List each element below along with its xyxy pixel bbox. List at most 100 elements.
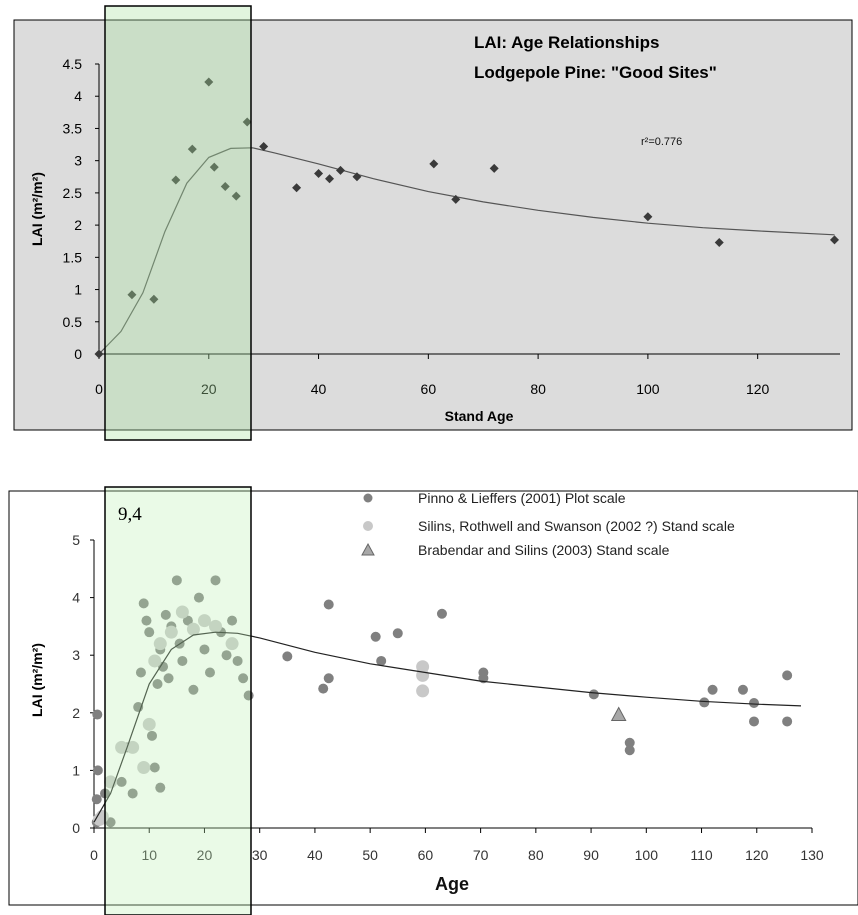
data-point-circle <box>699 697 710 708</box>
highlight-band-chart-1 <box>104 5 252 441</box>
legend-marker-silins <box>363 521 373 531</box>
data-point-diamond <box>830 235 840 245</box>
data-point-circle <box>749 698 760 709</box>
data-point-circle <box>115 740 129 754</box>
chart-1-y-axis-label: LAI (m²/m²) <box>29 172 45 246</box>
x-tick-label: 110 <box>690 847 713 863</box>
data-point-circle <box>116 776 127 787</box>
chart-1-y-ticks: 0 0.5 1 1.5 2 2.5 3 3.5 4 4.5 <box>63 56 99 362</box>
x-tick-label: 80 <box>528 847 544 863</box>
x-tick-label: 60 <box>421 381 437 397</box>
data-point-circle <box>144 627 155 638</box>
legend-label-brabendar: Brabendar and Silins (2003) Stand scale <box>418 542 670 558</box>
x-tick-label: 20 <box>197 847 213 863</box>
chart-1-annotation: r²=0.776 <box>641 136 682 148</box>
data-point-diamond <box>242 117 252 127</box>
data-point-triangle <box>610 706 627 722</box>
chart-2: 0 1 2 3 4 5 0 10 20 30 40 50 60 70 80 90 100 110 120 130 P… <box>8 490 858 906</box>
data-point-circle <box>209 619 223 633</box>
x-tick-label: 100 <box>636 381 660 397</box>
data-point-circle <box>392 628 403 639</box>
x-tick-label: 50 <box>362 847 378 863</box>
data-point-circle <box>141 615 152 626</box>
data-point-circle <box>171 575 182 586</box>
data-point-circle <box>782 716 793 727</box>
legend-marker-brabendar <box>361 542 375 556</box>
x-tick-label: 70 <box>473 847 489 863</box>
y-tick-label: 2 <box>72 705 80 721</box>
chart-2-x-ticks: 0 10 20 30 40 50 60 70 80 90 100 110 120 130 <box>90 828 824 863</box>
y-tick-label: 1.5 <box>63 249 83 265</box>
legend-label-silins: Silins, Rothwell and Swanson (2002 ?) St… <box>418 518 735 534</box>
x-tick-label: 20 <box>201 381 217 397</box>
data-point-circle <box>155 782 166 793</box>
x-tick-label: 30 <box>252 847 268 863</box>
data-point-diamond <box>171 175 181 185</box>
x-tick-label: 10 <box>141 847 157 863</box>
y-tick-label: 4 <box>74 88 82 104</box>
chart-1-x-axis-label: Stand Age <box>445 408 514 424</box>
data-point-circle <box>126 740 140 754</box>
x-tick-label: 90 <box>583 847 599 863</box>
data-point-circle <box>238 673 249 684</box>
data-point-circle <box>227 615 238 626</box>
data-point-diamond <box>149 294 159 304</box>
data-point-circle <box>91 794 102 805</box>
data-point-diamond <box>292 183 302 193</box>
data-point-circle <box>204 667 215 678</box>
data-point-circle <box>370 631 381 642</box>
data-point-circle <box>707 684 718 695</box>
data-point-circle <box>137 761 151 775</box>
data-point-diamond <box>451 194 461 204</box>
chart-2-x-axis-label: Age <box>435 874 469 894</box>
data-point-circle <box>376 655 387 666</box>
data-point-circle <box>175 605 189 619</box>
data-point-circle <box>163 673 174 684</box>
data-point-circle <box>152 679 163 689</box>
chart-1-fit-line <box>98 147 835 355</box>
chart-2-y-ticks: 0 1 2 3 4 5 <box>72 532 94 836</box>
y-tick-label: 2.5 <box>63 185 83 201</box>
data-point-circle <box>588 689 599 700</box>
y-tick-label: 3 <box>74 153 82 169</box>
data-point-circle <box>153 637 167 651</box>
data-point-circle <box>127 788 138 799</box>
data-point-diamond <box>336 165 346 175</box>
chart-1-points <box>94 77 840 359</box>
data-point-circle <box>193 592 204 603</box>
x-tick-label: 40 <box>307 847 323 863</box>
data-point-circle <box>105 817 116 828</box>
data-point-diamond <box>489 163 499 173</box>
data-point-circle <box>624 737 635 748</box>
chart-2-legend: Pinno & Lieffers (2001) Plot scale Silin… <box>361 490 735 558</box>
data-point-diamond <box>714 238 724 248</box>
data-point-circle <box>182 615 193 626</box>
data-point-diamond <box>643 212 653 222</box>
data-point-circle <box>323 673 334 684</box>
y-tick-label: 2 <box>74 217 82 233</box>
data-point-circle <box>138 598 149 609</box>
chart-1-title: LAI: Age Relationships <box>474 33 659 52</box>
data-point-circle <box>160 609 171 620</box>
data-point-diamond <box>220 181 230 191</box>
highlight-band-chart-2 <box>104 486 252 915</box>
x-tick-label: 80 <box>530 381 546 397</box>
y-tick-label: 4 <box>72 590 80 606</box>
highlight-label: 9,4 <box>118 504 142 525</box>
y-tick-label: 5 <box>72 532 80 548</box>
x-tick-label: 40 <box>311 381 327 397</box>
y-tick-label: 0 <box>74 346 82 362</box>
data-point-circle <box>782 670 793 681</box>
chart-1: 0 0.5 1 1.5 2 2.5 3 3.5 4 4.5 0 20 40 60 80 100 120 LAI… <box>13 19 853 431</box>
data-point-circle <box>149 762 160 773</box>
data-point-circle <box>148 654 162 668</box>
y-tick-label: 0.5 <box>63 314 83 330</box>
data-point-diamond <box>187 144 197 154</box>
data-point-diamond <box>127 290 137 300</box>
x-tick-label: 100 <box>635 847 659 863</box>
data-point-circle <box>416 684 430 698</box>
data-point-diamond <box>209 162 219 172</box>
data-point-circle <box>282 651 293 662</box>
y-tick-label: 4.5 <box>63 56 83 72</box>
x-tick-label: 0 <box>90 847 98 863</box>
